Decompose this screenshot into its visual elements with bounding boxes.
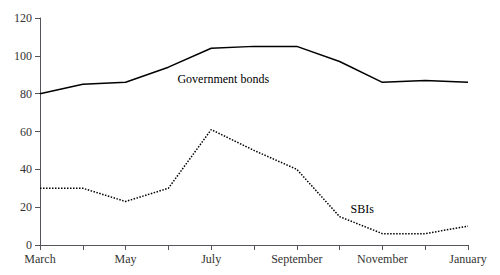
svg-text:July: July [201, 252, 221, 266]
svg-text:March: March [24, 252, 55, 266]
svg-text:20: 20 [20, 200, 32, 214]
svg-text:60: 60 [20, 125, 32, 139]
svg-text:80: 80 [20, 87, 32, 101]
svg-text:120: 120 [14, 11, 32, 25]
svg-text:40: 40 [20, 162, 32, 176]
svg-text:November: November [357, 252, 408, 266]
svg-text:100: 100 [14, 49, 32, 63]
svg-text:January: January [449, 252, 486, 266]
svg-text:May: May [115, 252, 137, 266]
svg-text:September: September [271, 252, 322, 266]
svg-text:Government bonds: Government bonds [177, 72, 269, 86]
svg-text:SBIs: SBIs [351, 202, 375, 216]
svg-text:0: 0 [26, 238, 32, 252]
